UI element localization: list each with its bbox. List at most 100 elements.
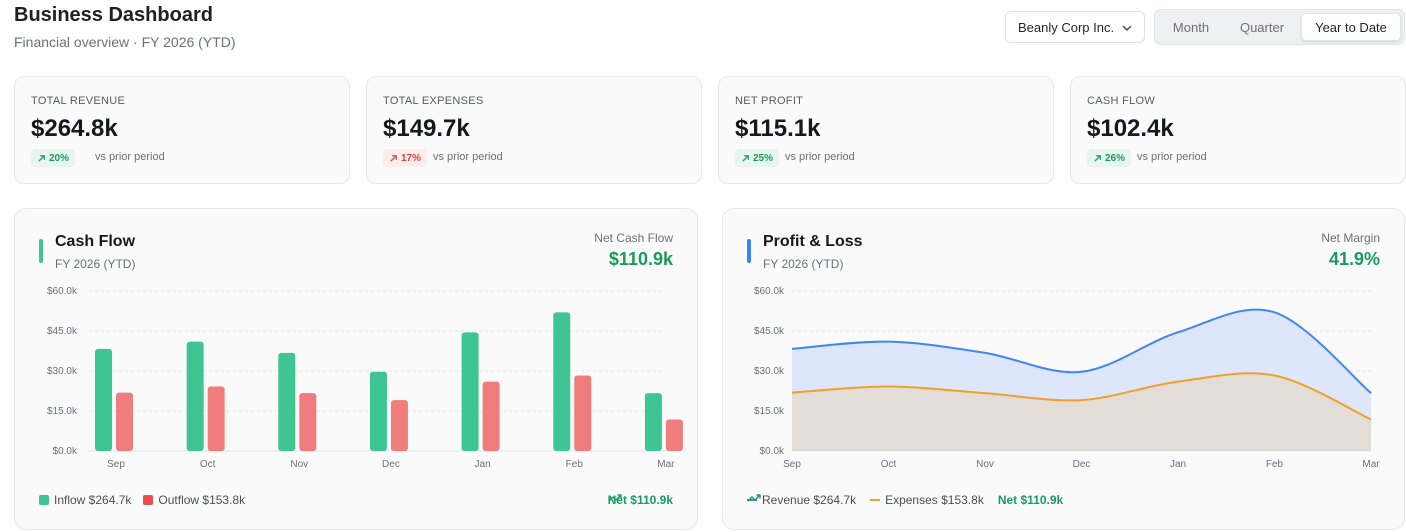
arrow-up-right-icon [390, 154, 397, 162]
bar-inflow [278, 352, 296, 451]
inflow-swatch [39, 495, 49, 505]
kpi-card-net-profit: NET PROFIT $115.1k 25% vs prior period [718, 76, 1054, 184]
kpi-note: vs prior period [785, 151, 855, 163]
cash-flow-legend: Inflow $264.7k Outflow $153.8k [39, 493, 245, 507]
card-subtitle: FY 2026 (YTD) [55, 257, 136, 271]
cash-flow-card: Cash Flow FY 2026 (YTD) Net Cash Flow $1… [14, 208, 698, 530]
x-tick-label: Sep [783, 459, 801, 470]
legend-outflow: Outflow $153.8k [158, 493, 246, 507]
cash-flow-chart: $0.0k $15.0k $30.0k $45.0k $60.0k Sep Oct Nov De… [47, 286, 683, 470]
x-tick-label: Mar [1362, 459, 1380, 470]
kpi-value: $149.7k [383, 115, 470, 142]
legend-expenses: Expenses $153.8k [885, 493, 984, 507]
kpi-note: vs prior period [433, 151, 503, 163]
bar-outflow [482, 381, 500, 451]
kpi-change-value: 26% [1105, 152, 1126, 164]
y-tick-label: $0.0k [53, 446, 78, 457]
x-tick-label: Feb [1266, 459, 1284, 470]
card-subtitle: FY 2026 (YTD) [763, 257, 844, 271]
profit-loss-legend: Revenue $264.7k Expenses $153.8k Net $11… [747, 493, 1063, 507]
kpi-label: CASH FLOW [1087, 95, 1156, 107]
y-tick-label: $15.0k [754, 406, 785, 417]
legend-revenue: Revenue $264.7k [762, 493, 857, 507]
kpi-change-value: 17% [401, 152, 422, 164]
arrow-up-right-icon [38, 154, 45, 162]
x-tick-label: Nov [290, 459, 308, 470]
y-tick-label: $60.0k [754, 286, 785, 297]
period-quarter-button[interactable]: Quarter [1239, 19, 1285, 35]
arrow-up-right-icon [742, 154, 749, 162]
net-margin-label: Net Margin [1321, 231, 1380, 245]
x-tick-label: Mar [657, 459, 675, 470]
trending-up-icon [747, 494, 761, 502]
bar-outflow [116, 392, 133, 451]
profit-loss-chart: $0.0k $15.0k $30.0k $45.0k $60.0k Sep Oct Nov De… [754, 286, 1380, 470]
period-segmented-control: Month Quarter Year to Date [1154, 9, 1405, 45]
kpi-value: $102.4k [1087, 115, 1174, 142]
trending-up-icon [608, 494, 622, 502]
card-accent-bar [747, 239, 751, 263]
page-subtitle: Financial overview · FY 2026 (YTD) [14, 34, 236, 50]
period-month-button[interactable]: Month [1172, 19, 1210, 35]
y-tick-label: $30.0k [754, 366, 785, 377]
kpi-card-revenue: TOTAL REVENUE $264.8k 20% vs prior perio… [14, 76, 350, 184]
x-tick-label: Feb [566, 459, 584, 470]
company-select-value: Beanly Corp Inc. [1018, 19, 1115, 35]
bar-inflow [369, 371, 387, 451]
net-cash-flow-label: Net Cash Flow [594, 231, 673, 245]
x-tick-label: Sep [107, 459, 125, 470]
bar-outflow [207, 386, 225, 451]
kpi-change-value: 20% [49, 152, 70, 164]
kpi-change-badge: 20% [31, 149, 76, 167]
net-cash-flow-value: $110.9k [608, 249, 673, 269]
kpi-change-badge: 25% [735, 149, 780, 167]
net-margin-value: 41.9% [1328, 249, 1380, 269]
y-tick-label: $0.0k [760, 446, 785, 457]
x-tick-label: Dec [382, 459, 400, 470]
kpi-label: TOTAL EXPENSES [383, 95, 484, 107]
net-value: Net $110.9k [607, 493, 673, 507]
outflow-swatch [143, 495, 154, 505]
card-title: Profit & Loss [763, 233, 863, 250]
bar-inflow [553, 312, 571, 451]
y-tick-label: $60.0k [47, 286, 78, 297]
chevron-down-icon [1122, 25, 1132, 31]
y-tick-label: $45.0k [754, 326, 785, 337]
x-tick-label: Jan [1170, 459, 1186, 470]
bar-inflow [461, 332, 479, 451]
kpi-card-cash-flow: CASH FLOW $102.4k 26% vs prior period [1070, 76, 1406, 184]
y-tick-label: $45.0k [47, 326, 78, 337]
card-title: Cash Flow [55, 233, 136, 250]
y-tick-label: $15.0k [47, 406, 78, 417]
net-value: Net $110.9k [997, 493, 1064, 507]
x-tick-label: Oct [200, 459, 216, 470]
card-accent-bar [39, 239, 43, 263]
period-ytd-button[interactable]: Year to Date [1301, 13, 1401, 41]
bar-outflow [299, 393, 317, 451]
expenses-area [792, 373, 1371, 451]
kpi-label: TOTAL REVENUE [31, 95, 126, 107]
bar-outflow [574, 375, 592, 451]
bar-inflow [95, 348, 112, 451]
kpi-change-badge: 26% [1087, 149, 1132, 167]
bar-inflow [186, 341, 204, 451]
kpi-value: $115.1k [735, 115, 821, 142]
profit-loss-card: Profit & Loss FY 2026 (YTD) Net Margin 4… [722, 208, 1405, 530]
revenue-line-swatch [747, 499, 757, 501]
x-tick-label: Jan [475, 459, 491, 470]
x-tick-label: Dec [1073, 459, 1091, 470]
kpi-value: $264.8k [31, 115, 118, 142]
arrow-up-right-icon [1094, 154, 1101, 162]
kpi-note: vs prior period [1137, 151, 1207, 163]
x-tick-label: Oct [881, 459, 897, 470]
cash-flow-net: Net $110.9k [608, 493, 673, 507]
x-tick-label: Nov [976, 459, 994, 470]
page-title: Business Dashboard [14, 4, 213, 26]
bar-outflow [390, 400, 408, 451]
y-tick-label: $30.0k [47, 366, 78, 377]
bar-outflow [665, 419, 683, 451]
expenses-line [791, 372, 1372, 421]
bar-inflow [644, 393, 662, 451]
company-select[interactable]: Beanly Corp Inc. [1005, 11, 1145, 43]
revenue-line [791, 308, 1372, 394]
